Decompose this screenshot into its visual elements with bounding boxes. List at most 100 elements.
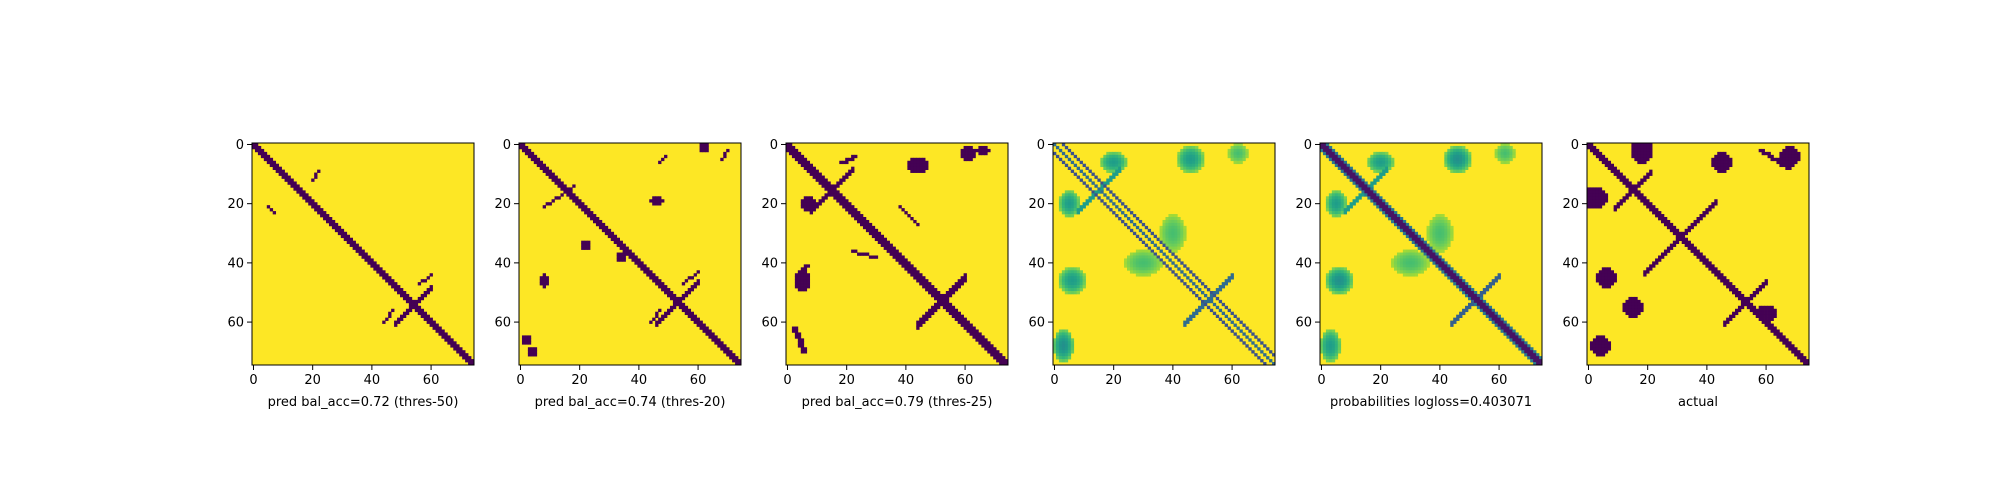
heatmap-cell: [1343, 163, 1347, 168]
heatmap-cell: [883, 237, 887, 242]
heatmap-cell: [1103, 163, 1107, 168]
heatmap-cell: [278, 169, 282, 173]
heatmap-cell: [1610, 276, 1614, 280]
heatmap-cell: [675, 302, 680, 307]
heatmap-cell: [1171, 217, 1175, 221]
heatmap-cell: [524, 338, 529, 342]
heatmap-cell: [1459, 279, 1463, 283]
heatmap-cell: [581, 243, 585, 247]
heatmap-cell: [652, 276, 656, 280]
heatmap-cell: [922, 317, 926, 321]
heatmap-cell: [931, 311, 935, 316]
heatmap-cell: [542, 276, 546, 280]
heatmap-cell: [821, 175, 825, 179]
heatmap-cell: [1488, 308, 1493, 313]
heatmap-cell: [1604, 344, 1609, 348]
heatmap-cell: [1485, 308, 1490, 313]
heatmap-cell: [1340, 163, 1345, 168]
heatmap-cell: [1444, 240, 1448, 244]
heatmap-cell: [806, 208, 811, 212]
heatmap-cell: [1352, 178, 1356, 182]
heatmap-cell: [803, 205, 808, 209]
heatmap-cell: [1061, 196, 1066, 200]
heatmap-cell: [1073, 270, 1078, 274]
heatmap-cell: [678, 302, 683, 307]
heatmap-cell: [1070, 196, 1075, 200]
heatmap-cell: [1150, 261, 1154, 265]
heatmap-cell: [417, 311, 422, 316]
heatmap-cell: [1067, 344, 1072, 348]
heatmap-cell: [1649, 208, 1653, 212]
heatmap-cell: [957, 285, 961, 289]
heatmap-cell: [1132, 258, 1137, 262]
heatmap-cell: [1462, 163, 1466, 168]
heatmap-cell: [1405, 264, 1410, 268]
heatmap-cell: [1162, 222, 1166, 227]
heatmap-cell: [809, 202, 813, 206]
heatmap-cell: [1649, 148, 1653, 153]
heatmap-cell: [1064, 338, 1069, 342]
heatmap-cell: [1435, 217, 1439, 221]
heatmap-cell: [423, 311, 427, 316]
heatmap-cell: [1714, 270, 1718, 274]
heatmap-cell: [604, 225, 609, 230]
heatmap-cell: [1073, 267, 1078, 271]
heatmap-cell: [610, 237, 615, 242]
heatmap-cell: [1094, 184, 1098, 188]
heatmap-cell: [939, 293, 944, 298]
heatmap-cell: [1233, 160, 1237, 165]
heatmap-cell: [1479, 291, 1484, 295]
heatmap-cell: [1598, 273, 1603, 277]
heatmap-cell: [806, 285, 811, 289]
heatmap-cell: [1100, 190, 1104, 194]
heatmap-cell: [1729, 288, 1733, 292]
heatmap-cell: [607, 234, 612, 239]
heatmap-cell: [990, 353, 994, 357]
heatmap-cell: [1465, 291, 1469, 295]
heatmap-cell: [1346, 273, 1350, 277]
heatmap-cell: [1079, 169, 1083, 173]
heatmap-cell: [809, 166, 813, 170]
heatmap-cell: [1711, 202, 1715, 206]
heatmap-cell: [1773, 326, 1777, 330]
heatmap-cell: [1417, 237, 1421, 242]
heatmap-cell: [1521, 347, 1525, 351]
heatmap-cell: [275, 169, 279, 173]
heatmap-cell: [1073, 279, 1078, 283]
heatmap-cell: [311, 178, 315, 182]
heatmap-cell: [527, 350, 532, 354]
heatmap-cell: [818, 178, 822, 182]
heatmap-cell: [786, 148, 790, 153]
heatmap-cell: [1053, 151, 1057, 156]
heatmap-cell: [1129, 261, 1134, 265]
heatmap-cell: [963, 323, 967, 327]
heatmap-cell: [1112, 151, 1116, 156]
heatmap-cell: [1082, 163, 1086, 168]
heatmap-cell: [1447, 163, 1451, 168]
heatmap-cell: [317, 169, 321, 173]
heatmap-cell: [364, 258, 368, 262]
heatmap-cell: [1115, 166, 1119, 170]
heatmap-cell: [1331, 338, 1336, 342]
heatmap-cell: [1061, 160, 1066, 165]
heatmap-cell: [1459, 160, 1463, 165]
heatmap-cell: [299, 193, 303, 197]
heatmap-cell: [1720, 154, 1724, 159]
heatmap-cell: [883, 243, 887, 247]
heatmap-cell: [669, 293, 674, 298]
heatmap-cell: [405, 299, 410, 304]
heatmap-cell: [1053, 347, 1057, 351]
heatmap-cell: [1494, 154, 1498, 159]
heatmap-cell: [1524, 341, 1528, 345]
heatmap-cell: [1420, 261, 1424, 265]
heatmap-cell: [1340, 196, 1345, 200]
heatmap-cell: [1358, 187, 1362, 191]
heatmap-cell: [1174, 217, 1178, 221]
heatmap-cell: [1488, 285, 1493, 289]
heatmap-cell: [1115, 163, 1119, 168]
heatmap-cell: [1320, 350, 1324, 354]
x-tick-label: 60: [690, 373, 707, 388]
heatmap-cell: [1622, 175, 1626, 179]
heatmap-cell: [1343, 166, 1347, 170]
heatmap-cell: [260, 154, 265, 159]
